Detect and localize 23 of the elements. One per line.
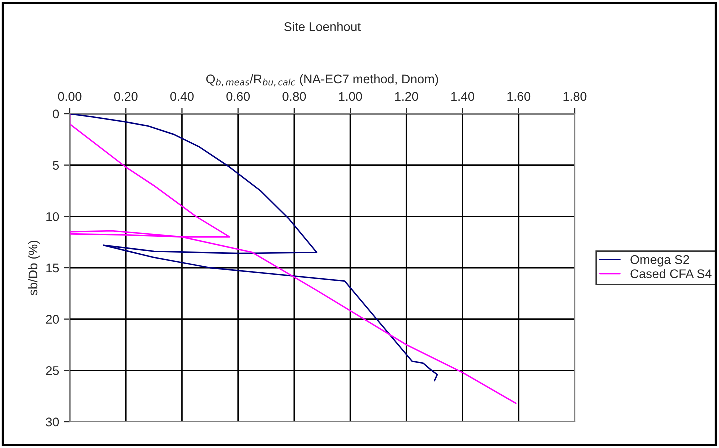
y-tick-label: 15 [46, 264, 60, 273]
legend-label: Cased CFA S4 [630, 269, 712, 278]
y-tick-label: 25 [46, 366, 60, 376]
x-tick-label: 1.80 [564, 92, 587, 102]
x-tick-label: 0.40 [170, 92, 194, 102]
x-tick-label: 0.60 [226, 92, 250, 102]
y-tick-label: 0 [53, 110, 60, 119]
x-tick-label: 1.20 [395, 92, 418, 102]
legend-label: Omega S2 [630, 255, 690, 267]
y-tick-label: 30 [46, 418, 60, 427]
y-axis-title: sb/Db (%) [28, 240, 40, 296]
chart-title: Site Loenhout [284, 22, 361, 32]
x-axis-title: Q$_{b,meas}$/R$_{bu,calc}$ (NA-EC7 method, Dnom) [206, 74, 438, 87]
x-tick-label: 0.80 [282, 92, 306, 102]
y-tick-label: 5 [53, 161, 60, 170]
x-tick-label: 1.00 [339, 92, 362, 102]
x-tick-label: 1.40 [452, 92, 474, 102]
y-tick-label: 20 [46, 315, 60, 324]
y-tick-label: 10 [46, 212, 60, 222]
x-tick-label: 1.60 [508, 92, 531, 102]
x-tick-label: 0.20 [114, 92, 138, 102]
x-tick-label: 0.00 [58, 92, 82, 102]
line-series [70, 114, 438, 382]
